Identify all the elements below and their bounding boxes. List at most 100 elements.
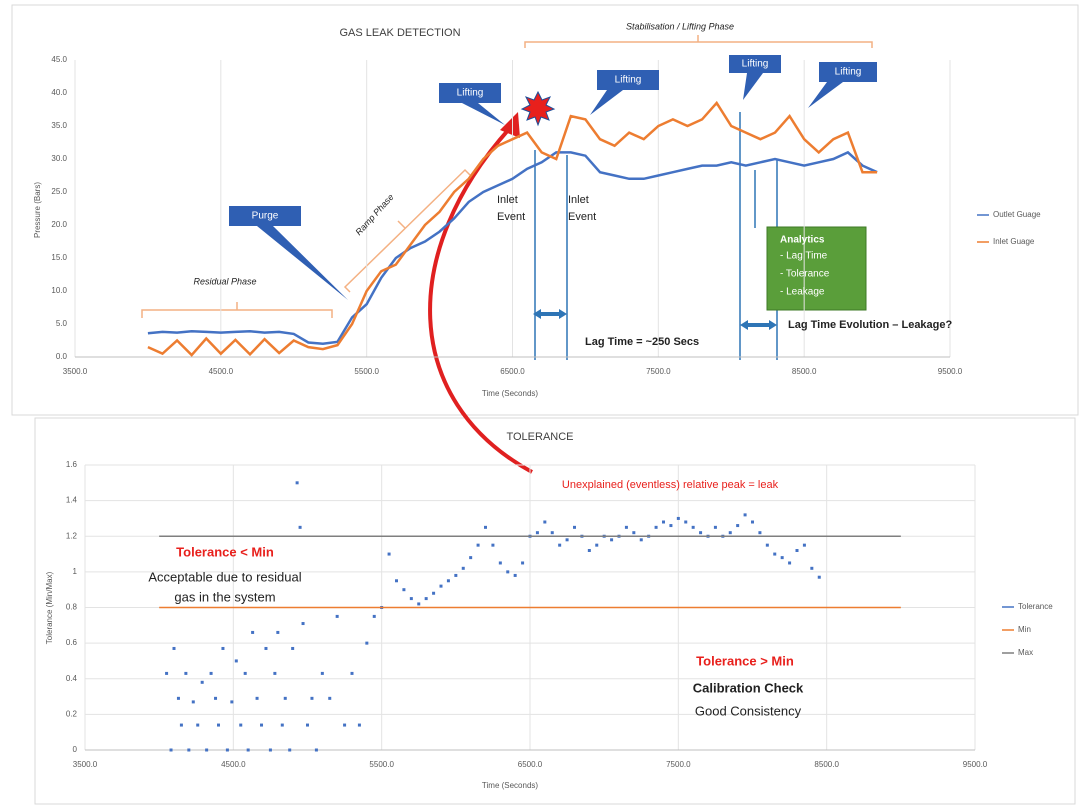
point <box>654 525 658 529</box>
point <box>669 524 673 528</box>
annotation: Lifting <box>457 88 484 99</box>
x-tick-label: 3500.0 <box>63 367 88 376</box>
point <box>624 525 628 529</box>
point <box>191 700 195 704</box>
legend-label: Inlet Guage <box>993 237 1035 246</box>
annotation: Acceptable due to residual <box>148 569 301 584</box>
point <box>409 597 413 601</box>
point <box>169 748 173 752</box>
point <box>461 566 465 570</box>
point <box>176 696 180 700</box>
annotation: Tolerance < Min <box>176 544 274 559</box>
phase-bracket <box>524 35 873 48</box>
point <box>246 748 250 752</box>
analytics-box <box>766 226 867 311</box>
y-tick-label: 1.2 <box>66 531 78 540</box>
point <box>558 543 562 547</box>
annotation: gas in the system <box>174 589 275 604</box>
chart-frame <box>11 4 1079 416</box>
point <box>506 570 510 574</box>
point <box>234 659 238 663</box>
point <box>335 614 339 618</box>
point <box>691 525 695 529</box>
callout-box <box>819 62 877 82</box>
point <box>573 525 576 529</box>
point <box>225 748 229 752</box>
leak-arrow <box>428 126 533 474</box>
point <box>301 622 305 626</box>
y-tick-label: 45.0 <box>51 55 67 64</box>
point <box>513 573 517 577</box>
chart-title: TOLERANCE <box>506 431 573 443</box>
point <box>314 748 318 752</box>
y-tick-label: 30.0 <box>51 154 67 163</box>
annotation: Lag Time = ~250 Secs <box>585 336 699 348</box>
annotation: Stabilisation / Lifting Phase <box>626 21 734 31</box>
point <box>817 575 821 579</box>
annotation: Residual Phase <box>193 276 256 286</box>
callout-box <box>229 206 301 226</box>
point <box>205 748 209 752</box>
x-tick-label: 9500.0 <box>938 367 963 376</box>
point <box>268 748 272 752</box>
point <box>187 748 191 752</box>
point <box>773 552 777 556</box>
point <box>288 748 292 752</box>
phase-bracket <box>343 168 471 293</box>
annotation: Analytics <box>780 235 825 246</box>
point <box>184 671 188 675</box>
point <box>424 597 428 601</box>
point <box>214 696 218 700</box>
point <box>565 538 569 542</box>
annotation: - Lag Time <box>780 251 828 262</box>
y-tick-label: 20.0 <box>51 220 67 229</box>
callout-tail <box>590 90 623 115</box>
point <box>446 579 450 583</box>
point <box>610 538 614 542</box>
annotation: Unexplained (eventless) relative peak = … <box>562 479 779 491</box>
point <box>498 561 502 565</box>
callout-box <box>439 83 501 103</box>
annotation: Event <box>497 211 525 223</box>
point <box>343 723 347 727</box>
point <box>276 630 280 634</box>
point <box>387 552 391 556</box>
point <box>550 531 554 535</box>
phase-bracket <box>141 302 333 318</box>
legend-label: Outlet Guage <box>993 210 1041 219</box>
point <box>243 671 247 675</box>
y-tick-label: 25.0 <box>51 187 67 196</box>
x-tick-label: 5500.0 <box>369 760 394 769</box>
y-tick-label: 15.0 <box>51 253 67 262</box>
x-tick-label: 6500.0 <box>518 760 543 769</box>
annotation: - Leakage <box>780 287 825 298</box>
x-tick-label: 4500.0 <box>221 760 246 769</box>
point <box>788 561 792 565</box>
annotation: Lifting <box>835 67 862 78</box>
annotation: Event <box>568 211 596 223</box>
y-tick-label: 0 <box>73 745 78 754</box>
y-tick-label: 1.4 <box>66 496 78 505</box>
point <box>454 573 458 577</box>
point <box>306 723 309 727</box>
callout-box <box>597 70 659 90</box>
point <box>439 584 443 588</box>
x-tick-label: 6500.0 <box>500 367 525 376</box>
callout-tail <box>743 73 763 100</box>
point <box>264 646 268 650</box>
x-tick-label: 5500.0 <box>354 367 379 376</box>
point <box>684 520 688 524</box>
callout-box <box>729 55 781 73</box>
point <box>758 531 762 535</box>
point <box>765 543 769 547</box>
point <box>395 579 398 583</box>
point <box>260 723 264 727</box>
x-tick-label: 4500.0 <box>209 367 234 376</box>
point <box>291 646 295 650</box>
point <box>743 513 747 517</box>
y-tick-label: 1.6 <box>66 460 78 469</box>
point <box>372 614 376 618</box>
y-axis-label: Tolerance (Min/Max) <box>45 571 54 644</box>
annotation: Inlet <box>568 194 589 206</box>
